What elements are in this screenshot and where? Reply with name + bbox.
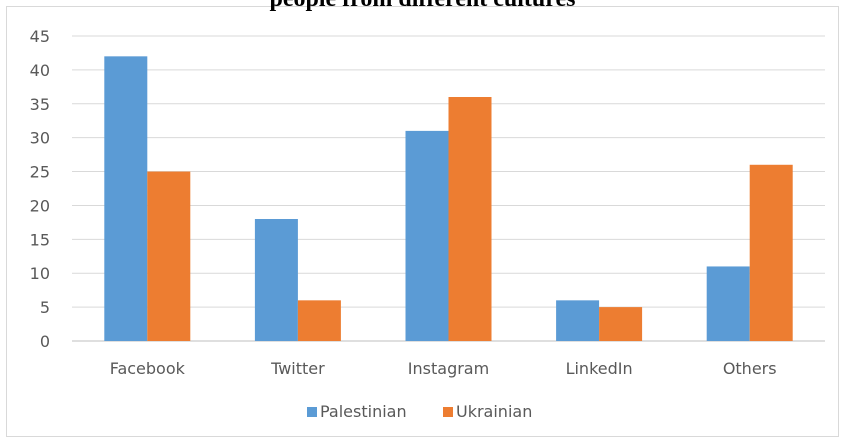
bar-ukrainian-linkedin: [599, 307, 643, 341]
y-axis-ticks: 0 5 10 15 20 25 30 35 40 45: [30, 27, 50, 351]
y-tick-label: 35: [30, 95, 50, 114]
y-tick-label: 30: [30, 129, 50, 148]
bar-ukrainian-instagram: [448, 97, 492, 341]
bar-palestinian-instagram: [405, 130, 449, 341]
x-category-label: Instagram: [408, 359, 489, 378]
y-tick-label: 20: [30, 196, 50, 215]
bar-ukrainian-others: [749, 164, 793, 341]
x-axis-categories: Facebook Twitter Instagram LinkedIn Others: [110, 359, 777, 378]
legend-swatch-ukrainian: [443, 407, 453, 417]
bars: [104, 56, 793, 341]
y-tick-label: 40: [30, 61, 50, 80]
y-tick-label: 0: [40, 332, 50, 351]
bar-ukrainian-twitter: [297, 300, 341, 341]
x-category-label: LinkedIn: [566, 359, 633, 378]
x-category-label: Others: [723, 359, 777, 378]
bar-palestinian-others: [706, 266, 750, 341]
legend: Palestinian Ukrainian: [307, 402, 532, 421]
bar-palestinian-facebook: [104, 56, 148, 341]
x-category-label: Twitter: [270, 359, 325, 378]
y-tick-label: 15: [30, 230, 50, 249]
legend-label-palestinian: Palestinian: [320, 402, 407, 421]
chart-title: people from different cultures: [0, 0, 845, 13]
y-tick-label: 5: [40, 298, 50, 317]
bar-palestinian-linkedin: [556, 300, 600, 341]
x-category-label: Facebook: [110, 359, 186, 378]
legend-swatch-palestinian: [307, 407, 317, 417]
bar-ukrainian-facebook: [147, 171, 191, 341]
y-tick-label: 25: [30, 163, 50, 182]
y-tick-label: 10: [30, 264, 50, 283]
legend-label-ukrainian: Ukrainian: [456, 402, 532, 421]
bar-palestinian-twitter: [254, 219, 298, 341]
y-tick-label: 45: [30, 27, 50, 46]
